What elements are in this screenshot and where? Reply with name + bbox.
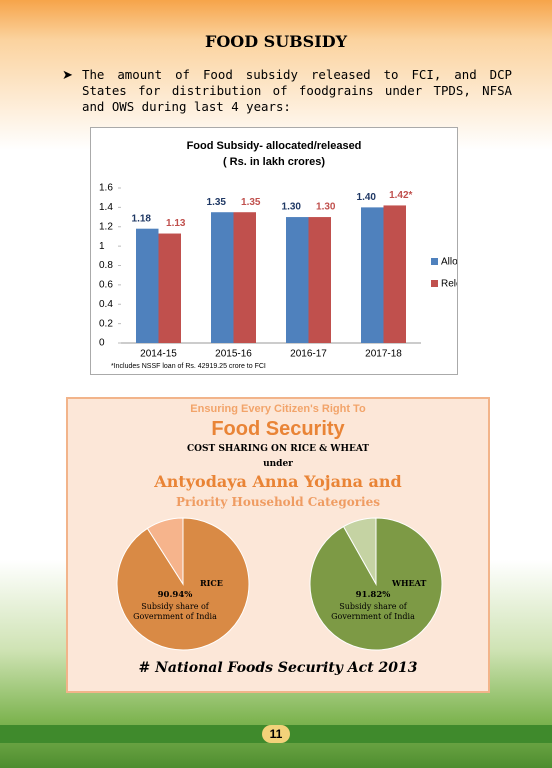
y-tick-label: 1.6 bbox=[99, 183, 113, 194]
value-label: 1.40 bbox=[357, 192, 377, 203]
value-label: 1.13 bbox=[166, 218, 186, 229]
legend-label: Allocated bbox=[441, 257, 458, 268]
legend-label: Released bbox=[441, 279, 458, 290]
bar bbox=[136, 228, 159, 343]
y-tick-label: 0 bbox=[99, 338, 105, 349]
page-title: FOOD SUBSIDY bbox=[204, 32, 348, 51]
pie-slice bbox=[146, 517, 184, 586]
scheme-1: Antyodaya Anna Yojana and bbox=[154, 472, 402, 491]
kicker: Ensuring Every Citizen's Right To bbox=[190, 403, 366, 415]
legend-swatch bbox=[431, 280, 438, 287]
pie-chart bbox=[116, 517, 250, 651]
cost-sharing: COST SHARING ON RICE & WHEAT bbox=[186, 444, 370, 454]
pie-value-label: 90.94% bbox=[157, 590, 193, 600]
y-tick-label: 0.8 bbox=[99, 260, 113, 271]
legend-swatch bbox=[431, 258, 438, 265]
bar bbox=[383, 205, 406, 343]
y-tick-label: 0.4 bbox=[99, 299, 113, 310]
x-tick-label: 2016-17 bbox=[290, 349, 327, 360]
under: under bbox=[263, 459, 293, 469]
infographic-footer: # National Foods Security Act 2013 bbox=[138, 660, 418, 676]
bar bbox=[308, 217, 331, 343]
chart-title: Food Subsidy- allocated/released bbox=[187, 140, 362, 152]
value-label: 1.30 bbox=[316, 202, 336, 213]
pie-value-label: 91.82% bbox=[355, 590, 391, 600]
pie-category: Subsidy share of Government of India bbox=[331, 602, 415, 621]
y-tick-label: 1 bbox=[99, 241, 105, 252]
page-number: 11 bbox=[262, 725, 290, 743]
bullet: ➤ bbox=[62, 68, 73, 83]
heading: Food Security bbox=[211, 418, 345, 440]
y-tick-label: 0.2 bbox=[99, 318, 113, 329]
pie-category: Subsidy share of Government of India bbox=[133, 602, 217, 621]
y-tick-label: 1.4 bbox=[99, 202, 113, 213]
bar bbox=[361, 207, 384, 343]
value-label: 1.35 bbox=[207, 197, 227, 208]
bar bbox=[233, 212, 256, 343]
y-tick-label: 1.2 bbox=[99, 221, 113, 232]
scheme-2: Priority Household Categories bbox=[176, 495, 380, 509]
value-label: 1.18 bbox=[132, 213, 152, 224]
bar bbox=[158, 233, 181, 343]
value-label: 1.42* bbox=[389, 190, 412, 201]
pie-slice bbox=[342, 517, 377, 586]
value-label: 1.35 bbox=[241, 197, 261, 208]
x-tick-label: 2015-16 bbox=[215, 349, 252, 360]
x-tick-label: 2017-18 bbox=[365, 349, 402, 360]
value-label: 1.30 bbox=[282, 202, 302, 213]
pie-chart bbox=[309, 517, 443, 651]
chart-subtitle: ( Rs. in lakh crores) bbox=[223, 156, 325, 168]
paragraph: The amount of Food subsidy released to F… bbox=[82, 67, 512, 114]
pie-label: RICE bbox=[200, 578, 223, 588]
bar bbox=[211, 212, 234, 343]
chart-note: *Includes NSSF loan of Rs. 42919.25 cror… bbox=[111, 363, 266, 370]
x-tick-label: 2014-15 bbox=[140, 349, 177, 360]
bar bbox=[286, 217, 309, 343]
y-tick-label: 0.6 bbox=[99, 280, 113, 291]
bar-chart: Food Subsidy- allocated/released ( Rs. i… bbox=[90, 127, 458, 375]
pie-label: WHEAT bbox=[392, 578, 427, 588]
